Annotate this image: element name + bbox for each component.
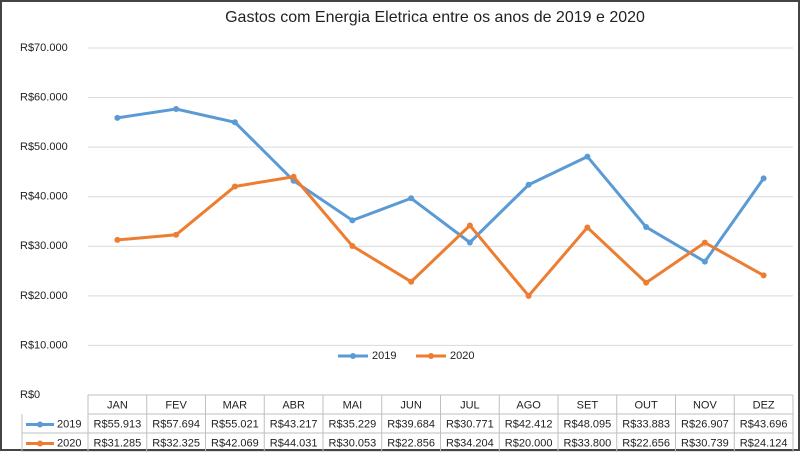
point <box>584 153 591 160</box>
table-value: R$57.694 <box>152 418 200 430</box>
table-value: R$24.124 <box>740 437 788 449</box>
point <box>760 175 767 182</box>
x-tick-label: DEZ <box>753 399 775 411</box>
table-series-name: 2020 <box>57 437 81 449</box>
point <box>349 217 356 224</box>
point <box>231 183 238 190</box>
x-tick-label: SET <box>577 399 599 411</box>
x-tick-label: MAR <box>223 399 248 411</box>
legend-marker <box>428 353 434 359</box>
y-tick-label: R$50.000 <box>20 141 68 153</box>
y-tick-label: R$40.000 <box>20 191 68 203</box>
point <box>231 119 238 126</box>
point <box>760 272 767 279</box>
point <box>173 106 180 113</box>
x-tick-label: ABR <box>282 399 305 411</box>
table-value: R$42.069 <box>211 437 259 449</box>
table-value: R$48.095 <box>564 418 612 430</box>
table-value: R$20.000 <box>505 437 553 449</box>
x-tick-label: OUT <box>635 399 659 411</box>
table-value: R$26.907 <box>681 418 729 430</box>
y-tick-label: R$30.000 <box>20 240 68 252</box>
point <box>643 224 650 231</box>
table-value: R$55.021 <box>211 418 259 430</box>
point <box>466 222 473 229</box>
point <box>643 279 650 286</box>
y-tick-label: R$60.000 <box>20 91 68 103</box>
table-value: R$30.739 <box>681 437 729 449</box>
table-value: R$44.031 <box>270 437 318 449</box>
x-tick-label: JAN <box>107 399 128 411</box>
table-value: R$32.325 <box>152 437 200 449</box>
x-tick-label: FEV <box>165 399 187 411</box>
table-value: R$43.217 <box>270 418 318 430</box>
point <box>173 231 180 238</box>
y-tick-label: R$10.000 <box>20 339 68 351</box>
table-legend-marker <box>37 421 43 428</box>
y-tick-label: R$70.000 <box>20 42 68 54</box>
point <box>408 278 415 285</box>
point <box>584 224 591 231</box>
x-tick-label: JUN <box>400 399 421 411</box>
table-series-name: 2019 <box>57 418 81 430</box>
table-legend-marker <box>37 440 43 447</box>
point <box>114 114 121 121</box>
y-tick-label: R$20.000 <box>20 290 68 302</box>
table-value: R$30.771 <box>446 418 494 430</box>
table-value: R$33.883 <box>622 418 670 430</box>
point <box>701 258 708 265</box>
table-value: R$31.285 <box>94 437 142 449</box>
x-tick-label: NOV <box>693 399 718 411</box>
table-value: R$39.684 <box>387 418 435 430</box>
y-tick-label: R$0 <box>20 389 40 401</box>
legend-label: 2019 <box>372 350 396 362</box>
point <box>701 239 708 246</box>
point <box>349 243 356 250</box>
table-value: R$55.913 <box>94 418 142 430</box>
point <box>114 236 121 243</box>
legend-marker <box>350 353 356 359</box>
point <box>525 181 532 188</box>
point <box>466 239 473 246</box>
chart-title: Gastos com Energia Eletrica entre os ano… <box>225 9 645 26</box>
point <box>290 173 297 180</box>
x-tick-label: JUL <box>460 399 480 411</box>
series-line <box>117 175 765 299</box>
table-value: R$35.229 <box>329 418 377 430</box>
table-value: R$34.204 <box>446 437 494 449</box>
series-line <box>117 107 765 264</box>
legend-label: 2020 <box>450 350 474 362</box>
table-value: R$22.656 <box>622 437 670 449</box>
point <box>525 292 532 299</box>
x-tick-label: AGO <box>516 399 541 411</box>
point <box>408 195 415 202</box>
table-value: R$22.856 <box>387 437 435 449</box>
x-tick-label: MAI <box>343 399 363 411</box>
table-value: R$30.053 <box>329 437 377 449</box>
table-value: R$43.696 <box>740 418 788 430</box>
table-value: R$42.412 <box>505 418 553 430</box>
table-value: R$33.800 <box>564 437 612 449</box>
